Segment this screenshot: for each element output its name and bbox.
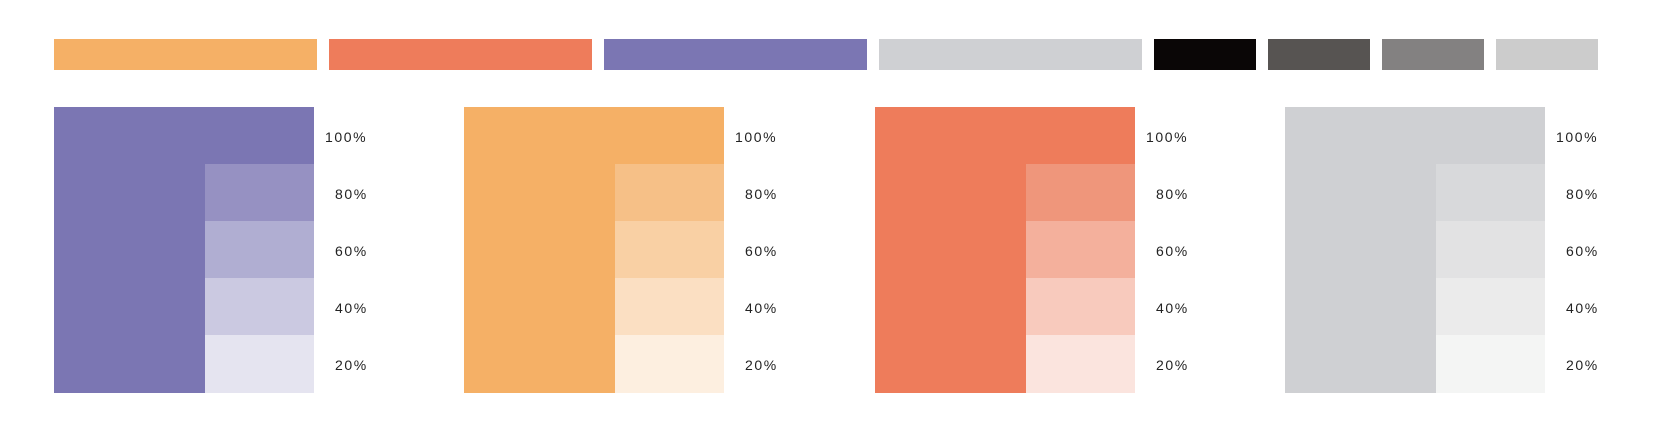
- tint-label-orange-60: 60%: [745, 243, 778, 259]
- tint-block-gray: 100% 80% 60% 40% 20%: [1285, 107, 1597, 393]
- color-strip: [0, 0, 1664, 110]
- tint-label-coral-20: 20%: [1156, 357, 1189, 373]
- tint-label-gray-20: 20%: [1566, 357, 1599, 373]
- tint-step-orange-80: [615, 164, 724, 221]
- tint-step-gray-20: [1436, 335, 1545, 393]
- tint-label-orange-100: 100%: [735, 129, 778, 145]
- tint-label-purple-100: 100%: [325, 129, 368, 145]
- tint-label-purple-60: 60%: [335, 243, 368, 259]
- tint-step-gray-60: [1436, 221, 1545, 278]
- tint-step-purple-40: [205, 278, 314, 335]
- tint-block-purple: 100% 80% 60% 40% 20%: [54, 107, 366, 393]
- tint-step-coral-40: [1026, 278, 1135, 335]
- tint-step-purple-60: [205, 221, 314, 278]
- swatch-coral: [329, 39, 592, 70]
- tint-label-purple-20: 20%: [335, 357, 368, 373]
- tint-label-gray-80: 80%: [1566, 186, 1599, 202]
- tint-block-orange: 100% 80% 60% 40% 20%: [464, 107, 776, 393]
- swatch-orange: [54, 39, 317, 70]
- tint-step-coral-20: [1026, 335, 1135, 393]
- tint-step-purple-80: [205, 164, 314, 221]
- tint-step-orange-20: [615, 335, 724, 393]
- tint-label-orange-40: 40%: [745, 300, 778, 316]
- swatch-light-gray: [879, 39, 1142, 70]
- tint-label-coral-60: 60%: [1156, 243, 1189, 259]
- tint-label-coral-100: 100%: [1146, 129, 1189, 145]
- tint-label-purple-80: 80%: [335, 186, 368, 202]
- swatch-purple: [604, 39, 867, 70]
- tint-step-coral-60: [1026, 221, 1135, 278]
- tint-label-gray-60: 60%: [1566, 243, 1599, 259]
- tint-label-gray-40: 40%: [1566, 300, 1599, 316]
- tint-step-orange-60: [615, 221, 724, 278]
- tint-label-orange-20: 20%: [745, 357, 778, 373]
- swatch-mid-gray: [1382, 39, 1484, 70]
- tint-label-purple-40: 40%: [335, 300, 368, 316]
- tint-step-purple-20: [205, 335, 314, 393]
- tint-step-orange-40: [615, 278, 724, 335]
- tint-label-coral-80: 80%: [1156, 186, 1189, 202]
- tint-step-gray-40: [1436, 278, 1545, 335]
- tint-label-gray-100: 100%: [1556, 129, 1599, 145]
- swatch-dark-gray: [1268, 39, 1370, 70]
- tint-step-gray-80: [1436, 164, 1545, 221]
- tint-step-coral-80: [1026, 164, 1135, 221]
- tint-label-coral-40: 40%: [1156, 300, 1189, 316]
- swatch-pale-gray: [1496, 39, 1598, 70]
- tint-block-coral: 100% 80% 60% 40% 20%: [875, 107, 1187, 393]
- swatch-black: [1154, 39, 1256, 70]
- tint-label-orange-80: 80%: [745, 186, 778, 202]
